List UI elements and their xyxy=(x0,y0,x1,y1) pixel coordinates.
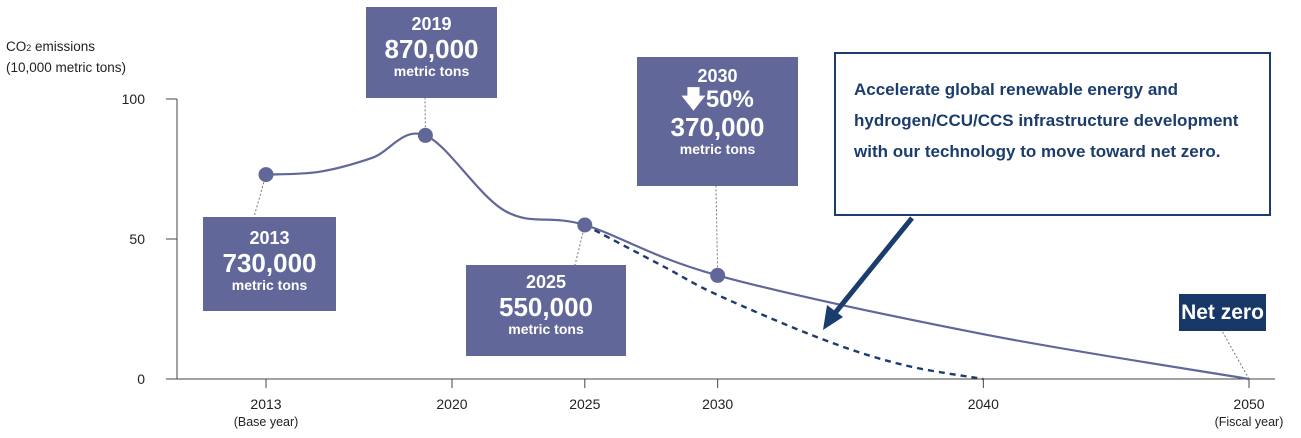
leader-2013 xyxy=(253,174,267,218)
y-tick-label-0: 0 xyxy=(137,371,145,387)
y-tick-label-100: 100 xyxy=(122,91,146,107)
x-tick-sub-2050: (Fiscal year) xyxy=(1215,415,1284,429)
marker-2025 xyxy=(577,217,593,233)
leader-2030 xyxy=(715,185,719,276)
marker-2013 xyxy=(258,167,274,183)
annotation-2030: 2030 🡇50% 370,000 metric tons xyxy=(637,57,798,186)
net-zero-callout: Accelerate global renewable energy and h… xyxy=(834,52,1271,216)
x-tick-sub-2013: (Base year) xyxy=(234,415,299,429)
series-line-dashed xyxy=(584,223,984,381)
annotation-2019: 2019 870,000 metric tons xyxy=(366,7,497,98)
net-zero-label: Net zero xyxy=(1179,294,1266,331)
x-tick-label-2020: 2020 xyxy=(436,396,467,412)
x-tick-label-2040: 2040 xyxy=(968,396,999,412)
y-tick-label-50: 50 xyxy=(129,231,145,247)
x-tick-label-2030: 2030 xyxy=(702,396,733,412)
leader-2025 xyxy=(574,224,586,266)
axes: 0 50 100 2013 (Base year) 2020 2025 2030 2040 205… xyxy=(122,91,1284,429)
annotation-2013: 2013 730,000 metric tons xyxy=(203,217,336,311)
marker-2019 xyxy=(417,127,433,143)
x-tick-label-2013: 2013 xyxy=(250,396,281,412)
series-lines xyxy=(265,132,1250,381)
annotation-2025: 2025 550,000 metric tons xyxy=(466,265,626,356)
x-tick-label-2025: 2025 xyxy=(569,396,600,412)
leader-2050 xyxy=(1221,330,1250,380)
marker-2030 xyxy=(710,267,726,283)
x-tick-label-2050: 2050 xyxy=(1233,396,1264,412)
series-line-solid xyxy=(265,132,1250,381)
callout-arrow xyxy=(823,216,914,330)
data-markers xyxy=(258,127,726,283)
y-axis-title: CO2 emissions (10,000 metric tons) xyxy=(6,39,127,75)
leader-lines xyxy=(253,97,1250,380)
down-arrow-icon: 🡇 xyxy=(681,86,706,113)
